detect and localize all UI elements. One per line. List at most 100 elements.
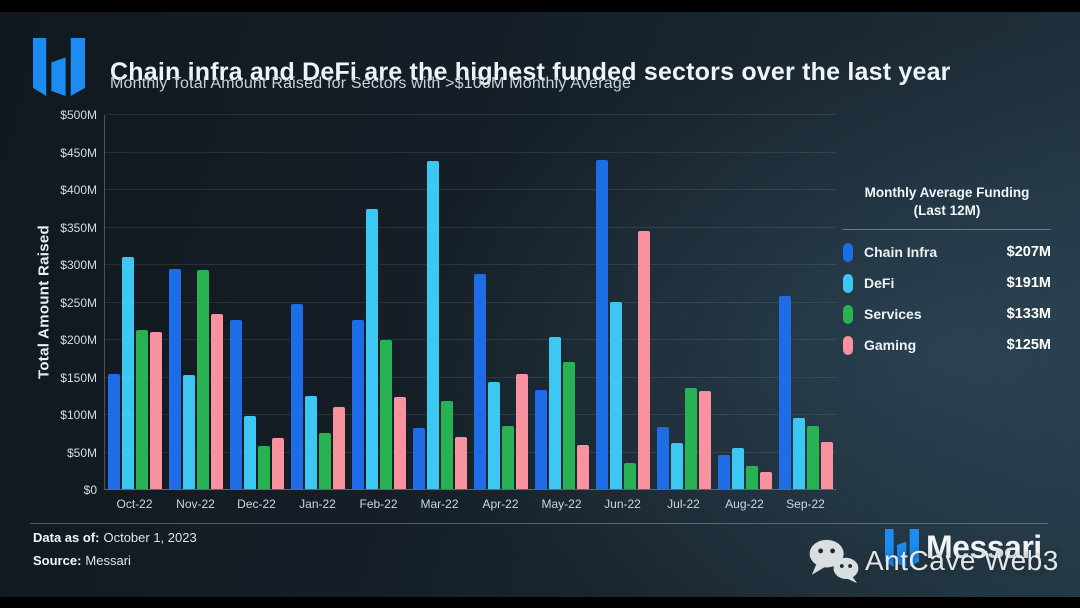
bar-defi — [244, 416, 257, 490]
gridline — [105, 301, 836, 303]
bar-defi — [548, 337, 561, 490]
x-tick-label: Mar-22 — [420, 497, 459, 511]
bar-defi — [487, 382, 500, 490]
bar-services — [258, 446, 271, 490]
x-tick-label: May-22 — [541, 497, 582, 511]
bar-defi — [366, 209, 379, 490]
y-tick-label: $100M — [60, 408, 97, 422]
bar-group — [531, 115, 592, 490]
bar-gaming — [576, 445, 589, 490]
messari-brand: Messari — [884, 529, 1042, 567]
bar-group — [775, 115, 836, 490]
watermark: AntCave Web3 — [806, 538, 1059, 584]
bar-group — [471, 115, 532, 490]
bar-gaming — [820, 442, 833, 490]
gridline — [105, 226, 836, 228]
messari-logo-icon — [33, 37, 85, 97]
gridline — [105, 151, 836, 153]
letterbox-top — [0, 0, 1080, 12]
x-tick-label: Oct-22 — [116, 497, 153, 511]
bar-chain-infra — [352, 320, 365, 490]
legend-swatch-icon — [843, 335, 853, 355]
bar-chain-infra — [230, 320, 243, 490]
bars — [534, 337, 589, 490]
gridline — [105, 114, 836, 115]
bar-defi — [122, 257, 135, 490]
bar-group — [105, 115, 166, 490]
bar-defi — [731, 448, 744, 490]
bar-services — [745, 466, 758, 490]
bar-chain-infra — [717, 455, 730, 490]
bar-chain-infra — [656, 427, 669, 490]
bars — [656, 388, 711, 490]
gridline — [105, 339, 836, 340]
page-title: Chain infra and DeFi are the highest fun… — [110, 57, 951, 86]
bars — [717, 448, 772, 490]
y-tick-label: $0 — [83, 483, 97, 497]
bar-defi — [427, 161, 440, 490]
bar-group — [410, 115, 471, 490]
bar-chain-infra — [778, 296, 791, 490]
bars — [291, 304, 346, 490]
legend-series-name: Chain Infra — [864, 244, 938, 261]
bar-chain-infra — [534, 390, 547, 490]
y-tick-label: $350M — [60, 220, 97, 235]
bar-group — [349, 115, 410, 490]
bar-group — [288, 115, 349, 490]
y-tick-label: $250M — [60, 295, 97, 310]
bar-chain-infra — [108, 374, 121, 490]
page-subtitle: Monthly Total Amount Raised for Sectors … — [110, 75, 632, 92]
messari-wordmark: Messari — [926, 529, 1042, 565]
data-as-of-label: Data as of: — [33, 530, 100, 545]
legend-rows: Chain Infra $207M DeFi $191M Services $133M Ga… — [843, 237, 1051, 361]
x-tick-label: Jul-22 — [667, 497, 700, 511]
bar-services — [380, 340, 393, 490]
y-tick-label: $150M — [60, 370, 97, 385]
bar-services — [623, 463, 636, 490]
bars — [413, 161, 468, 490]
bars — [230, 320, 285, 490]
bar-services — [806, 426, 819, 490]
gridline — [105, 264, 836, 265]
gridline — [105, 414, 836, 415]
legend-series-name: DeFi — [864, 275, 895, 292]
legend-row: Services $133M — [843, 299, 1051, 330]
source-value: Messari — [85, 553, 131, 568]
bar-defi — [670, 443, 683, 490]
legend-divider — [843, 228, 1051, 230]
bar-group — [592, 115, 653, 490]
bar-defi — [305, 396, 318, 490]
bar-gaming — [333, 407, 346, 490]
bar-chain-infra — [169, 269, 182, 490]
footer: Data as of: October 1, 2023 Source: Messar… — [33, 530, 197, 576]
gridline — [105, 376, 836, 378]
legend-series-value: $125M — [1006, 337, 1051, 354]
bar-services — [319, 433, 332, 490]
legend-series-value: $133M — [1006, 306, 1051, 323]
bar-services — [562, 362, 575, 490]
x-tick-label: Apr-22 — [482, 497, 519, 511]
legend: Monthly Average Funding (Last 12M) Chain… — [843, 184, 1051, 361]
footer-divider — [30, 523, 1048, 524]
source-label: Source: — [33, 553, 82, 568]
legend-swatch-icon — [843, 273, 853, 293]
bar-groups — [105, 115, 836, 490]
source: Source: Messari — [33, 553, 197, 568]
bar-gaming — [637, 231, 650, 490]
bar-gaming — [515, 374, 528, 490]
bar-services — [684, 388, 697, 490]
y-tick-label: $50M — [66, 445, 97, 460]
legend-title-line1: Monthly Average Funding — [864, 185, 1030, 200]
x-tick-label: Nov-22 — [176, 497, 215, 511]
bar-gaming — [272, 438, 285, 490]
bar-chain-infra — [291, 304, 304, 490]
y-tick-label: $200M — [60, 333, 97, 347]
data-as-of-value: October 1, 2023 — [103, 530, 197, 545]
gridline — [105, 189, 836, 190]
y-tick-label: $400M — [60, 183, 97, 197]
bar-group — [166, 115, 227, 490]
x-tick-label: Feb-22 — [359, 497, 398, 511]
gridline — [105, 451, 836, 453]
legend-series-value: $191M — [1006, 275, 1051, 292]
